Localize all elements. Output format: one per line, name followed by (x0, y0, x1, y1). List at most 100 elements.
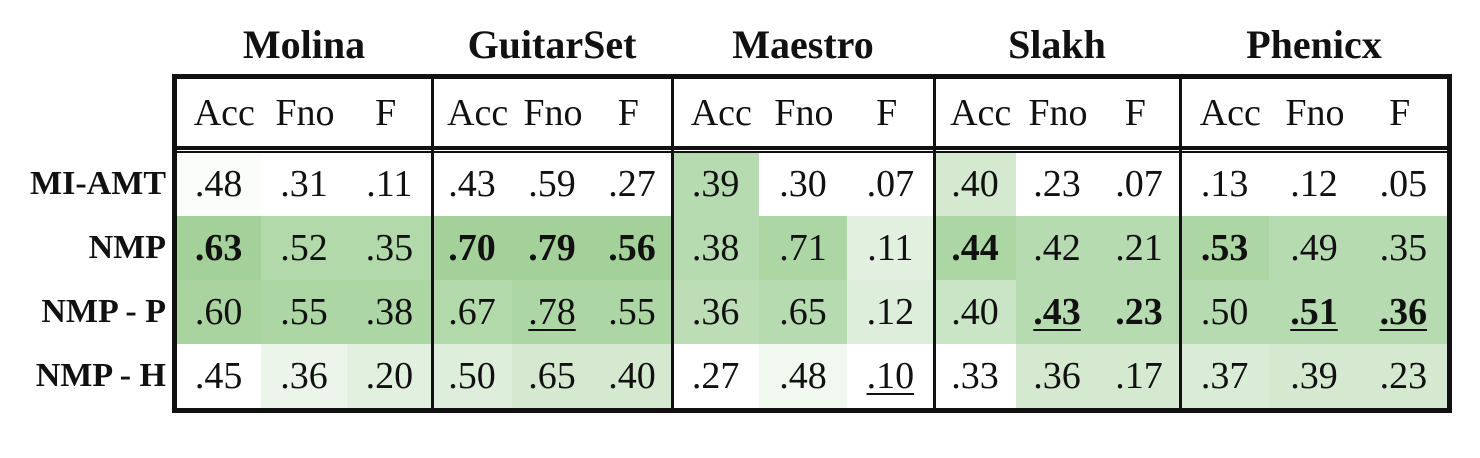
cell-value: .71 (779, 227, 827, 269)
table-cell: .07 (1098, 152, 1180, 216)
cell-value: .63 (194, 227, 243, 269)
cell-value: .39 (691, 163, 740, 205)
dataset-title-maestro: Maestro (732, 22, 874, 67)
cell-value: .07 (1115, 163, 1163, 205)
cell-value: .50 (448, 355, 496, 397)
metric-header-fno: Fno (275, 92, 335, 134)
cell-value: .40 (951, 163, 999, 205)
table-cell: .11 (346, 152, 432, 216)
table-cell: .67 (432, 280, 512, 344)
table-cell: .12 (1269, 152, 1359, 216)
table-cell: .79 (512, 216, 592, 280)
table-cell: .65 (759, 280, 847, 344)
cell-value: .45 (194, 355, 243, 397)
table-rule (172, 146, 1452, 150)
dataset-title-guitarset: GuitarSet (467, 22, 637, 67)
cell-value: .48 (779, 355, 827, 397)
metric-header-acc: Acc (690, 92, 752, 134)
table-cell: .70 (432, 216, 512, 280)
dataset-title-slakh: Slakh (1008, 22, 1106, 67)
table-cell: .23 (1098, 280, 1180, 344)
table-cell: .36 (261, 344, 347, 408)
table-rule (431, 78, 434, 408)
table-cell: .51 (1269, 280, 1359, 344)
table-cell: .36 (1358, 280, 1448, 344)
cell-value: .35 (1379, 227, 1428, 269)
table-cell: .37 (1180, 344, 1270, 408)
table-cell: .45 (176, 344, 262, 408)
cell-value: .70 (448, 227, 496, 269)
metric-header-f: F (876, 92, 898, 134)
table-cell: .27 (592, 152, 672, 216)
table-cell: .53 (1180, 216, 1270, 280)
cell-value: .42 (1033, 227, 1081, 269)
cell-value: .10 (866, 355, 915, 397)
table-cell: .49 (1269, 216, 1359, 280)
cell-value: .36 (1379, 291, 1428, 333)
table-cell: .40 (934, 280, 1016, 344)
table-rule (172, 151, 1452, 153)
cell-value: .39 (1290, 355, 1338, 397)
table-rule (1179, 78, 1182, 408)
table-cell: .50 (432, 344, 512, 408)
table-cell: .43 (1016, 280, 1098, 344)
cell-value: .38 (691, 227, 740, 269)
cell-value: .36 (280, 355, 328, 397)
cell-value: .11 (366, 163, 413, 205)
cell-value: .60 (194, 291, 243, 333)
table-cell: .10 (846, 344, 934, 408)
metric-header-acc: Acc (193, 92, 255, 134)
table-cell: .60 (176, 280, 262, 344)
cell-value: .35 (365, 227, 414, 269)
cell-value: .51 (1290, 291, 1338, 333)
cell-value: .50 (1200, 291, 1249, 333)
cell-value: .12 (1290, 163, 1338, 205)
table-cell: .39 (1269, 344, 1359, 408)
cell-value: .55 (280, 291, 328, 333)
cell-value: .53 (1200, 227, 1249, 269)
table-cell: .56 (592, 216, 672, 280)
metric-header-fno: Fno (774, 92, 834, 134)
cell-value: .23 (1379, 355, 1428, 397)
table-cell: .43 (432, 152, 512, 216)
row-label-nmp-h: NMP - H (35, 357, 166, 394)
table-cell: .71 (759, 216, 847, 280)
cell-value: .79 (528, 227, 576, 269)
cell-value: .55 (608, 291, 656, 333)
metric-header-fno: Fno (1285, 92, 1345, 134)
cell-value: .20 (365, 355, 414, 397)
cell-value: .40 (951, 291, 999, 333)
cell-value: .56 (608, 227, 656, 269)
cell-value: .43 (448, 163, 496, 205)
cell-value: .65 (779, 291, 827, 333)
table-cell: .11 (846, 216, 934, 280)
table-cell: .42 (1016, 216, 1098, 280)
cell-value: .43 (1033, 291, 1081, 333)
table-cell: .48 (176, 152, 262, 216)
table-cell: .33 (934, 344, 1016, 408)
table-cell: .39 (672, 152, 760, 216)
table-cell: .36 (1016, 344, 1098, 408)
table-cell: .78 (512, 280, 592, 344)
cell-value: .30 (779, 163, 827, 205)
metric-header-acc: Acc (950, 92, 1012, 134)
cell-value: .37 (1200, 355, 1249, 397)
dataset-title-phenicx: Phenicx (1246, 22, 1382, 67)
cell-value: .31 (280, 163, 328, 205)
table-cell: .38 (346, 280, 432, 344)
cell-value: .27 (608, 163, 656, 205)
table-cell: .38 (672, 216, 760, 280)
row-label-mi-amt: MI-AMT (30, 165, 166, 202)
row-label-nmp-p: NMP - P (41, 293, 166, 330)
table-rule (172, 74, 1452, 79)
cell-value: .07 (866, 163, 915, 205)
table-cell: .55 (261, 280, 347, 344)
table-cell: .59 (512, 152, 592, 216)
cell-value: .67 (448, 291, 496, 333)
table-cell: .17 (1098, 344, 1180, 408)
table-cell: .23 (1358, 344, 1448, 408)
cell-value: .38 (365, 291, 414, 333)
table-rule (172, 74, 177, 413)
cell-value: .13 (1200, 163, 1249, 205)
cell-value: .33 (951, 355, 999, 397)
